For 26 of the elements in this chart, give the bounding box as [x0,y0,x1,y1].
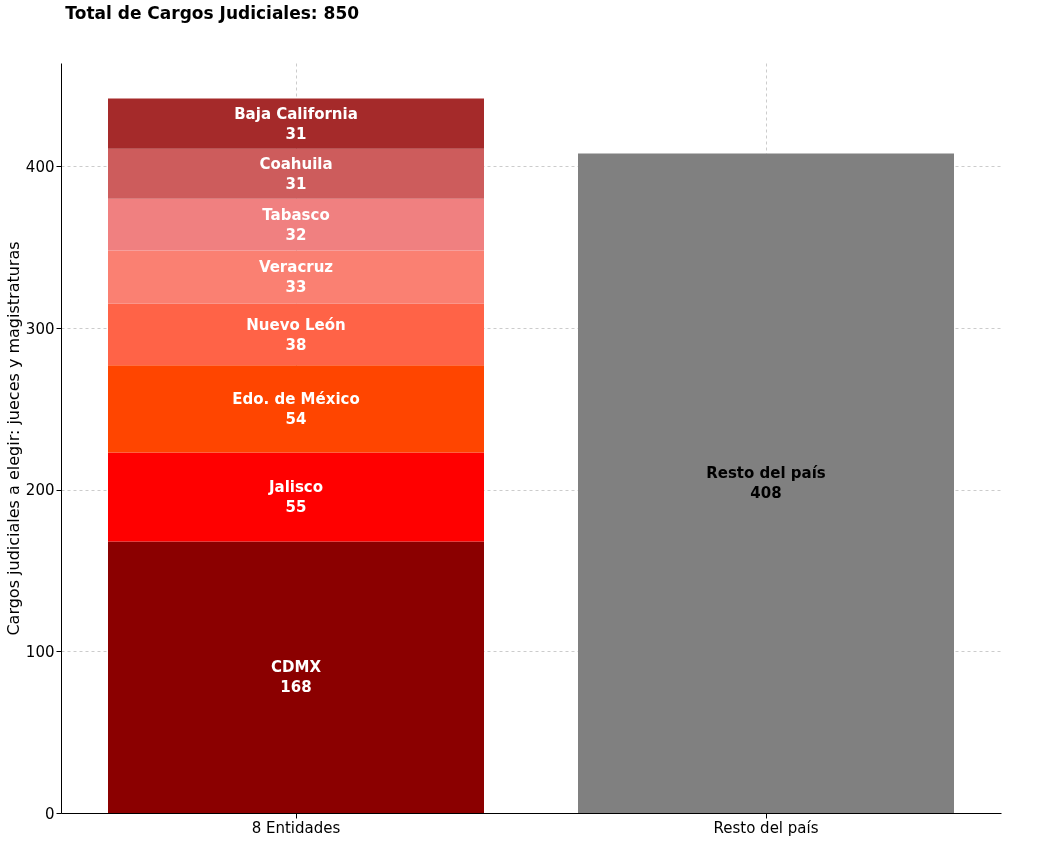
y-tick-label: 400 [25,157,55,176]
data-label: 32 [285,225,307,244]
data-label: 54 [285,409,307,428]
y-tick-label: 100 [25,642,55,661]
y-tick-label: 300 [25,319,55,338]
series-label: Tabasco [262,205,330,224]
series-label: Veracruz [258,258,334,277]
y-tick-label: 0 [44,804,55,823]
series-label: Nuevo León [246,315,346,334]
data-label: 31 [285,174,307,193]
data-label: 38 [285,335,307,354]
data-label: 33 [285,278,307,297]
data-label: 31 [285,124,307,143]
series-label: CDMX [271,658,322,677]
series-label: Jalisco [267,478,324,496]
y-tick-label: 200 [25,481,55,500]
series-label: Edo. de México [232,389,360,408]
series-label: Baja California [234,104,358,123]
data-label: 168 [280,678,312,697]
data-label: 55 [285,498,307,516]
x-tick-label: 8 Entidades [251,818,341,837]
data-label: 408 [750,484,782,503]
chart-title: Total de Cargos Judiciales: 850 [65,3,360,23]
y-axis-title: Cargos judiciales a elegir: jueces y magistraturas [3,241,23,636]
series-label: Resto del país [706,464,826,483]
series-label: Coahuila [259,154,333,173]
